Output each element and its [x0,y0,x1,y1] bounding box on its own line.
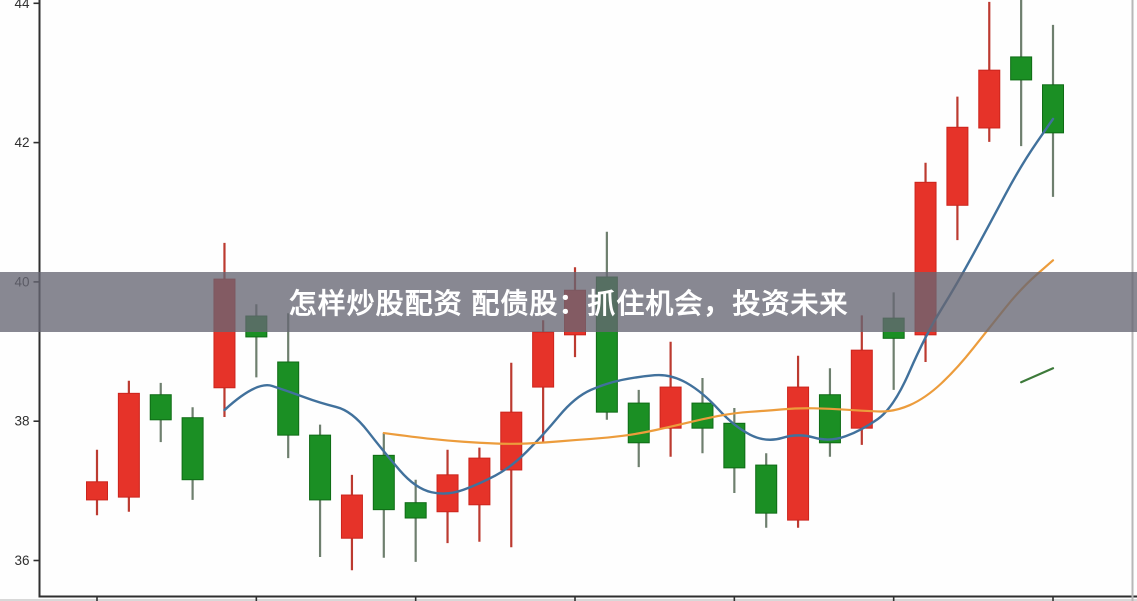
candle-body [1042,84,1065,134]
candle-body [500,411,523,471]
candle-body [340,494,363,539]
y-tick-label: 38 [14,414,29,429]
candle-body [818,394,841,444]
candle-body [277,361,300,436]
candle-body [882,317,905,339]
candle-body [372,454,395,511]
bottom-edge [0,599,1137,601]
candle-body [627,402,650,444]
y-tick-label: 42 [14,135,29,150]
candle-body [309,434,332,501]
candle-body [213,278,236,389]
candle-body [149,394,172,421]
candle-body [787,386,810,521]
candle-body [468,457,491,506]
candle-body [659,386,682,429]
candle-body [978,69,1001,129]
y-tick-label: 36 [14,553,29,568]
candle-body [691,402,714,429]
candle-body [181,417,204,481]
candle-body [404,502,427,519]
candle-body [755,464,778,514]
candle-body [850,349,873,429]
candle-body [86,481,108,501]
ma-green-line [1020,367,1055,384]
candle-body [564,289,587,336]
candle-body [117,392,140,498]
ma-blue-line [223,117,1055,495]
y-tick-label: 40 [14,274,29,289]
ma-orange-line [382,259,1055,445]
y-tick-label: 44 [14,0,30,11]
candle-body [532,331,555,388]
candle-body [245,315,268,338]
candle-body [595,276,618,413]
candle-body [914,181,937,336]
candle-body [1010,56,1033,81]
candle-body [946,126,969,206]
